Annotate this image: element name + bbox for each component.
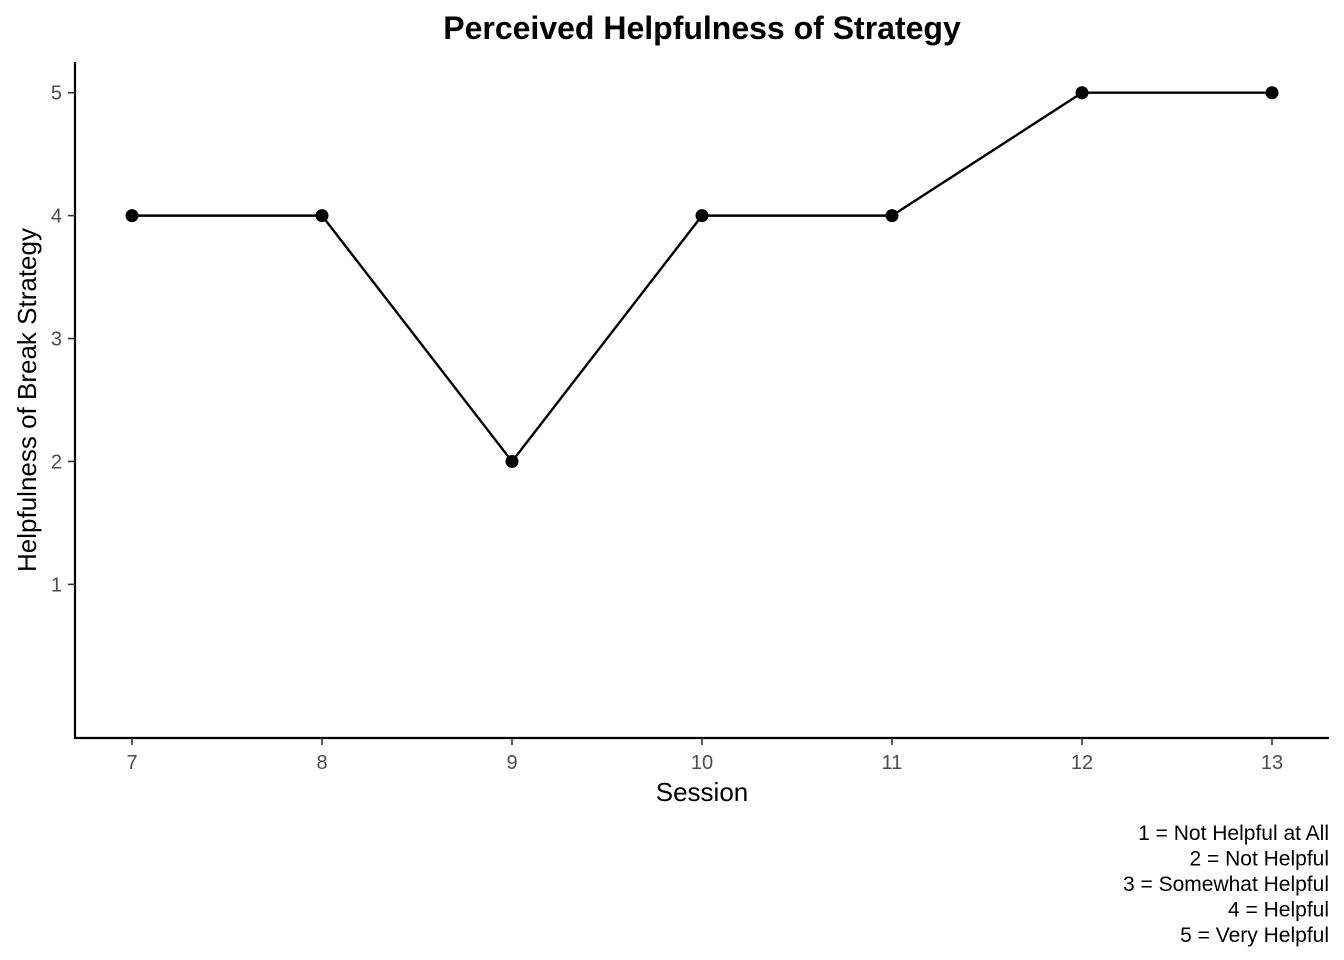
data-point — [885, 209, 899, 223]
y-tick-label: 4 — [51, 206, 62, 228]
y-axis-ticks: 1 2 3 4 5 — [51, 83, 75, 596]
series-line — [132, 91, 1272, 463]
y-tick-label: 2 — [51, 451, 62, 473]
y-tick-label: 3 — [51, 329, 62, 351]
data-point — [315, 209, 329, 223]
x-axis-title: Session — [656, 777, 749, 807]
x-axis-ticks: 7 8 9 10 11 12 13 — [126, 738, 1283, 774]
y-tick-label: 5 — [51, 83, 62, 105]
x-tick-label: 12 — [1071, 752, 1093, 774]
caption-line: 1 = Not Helpful at All — [1138, 822, 1329, 845]
x-tick-label: 7 — [126, 752, 137, 774]
data-point — [505, 454, 519, 468]
caption-line: 2 = Not Helpful — [1190, 848, 1330, 871]
y-tick-label: 1 — [51, 574, 62, 596]
data-point — [695, 209, 709, 223]
series-helpfulness — [125, 86, 1279, 468]
data-point — [125, 209, 139, 223]
x-tick-label: 13 — [1261, 752, 1283, 774]
data-point — [1265, 86, 1279, 100]
x-tick-label: 8 — [316, 752, 327, 774]
x-tick-label: 10 — [691, 752, 713, 774]
caption-line: 4 = Helpful — [1228, 899, 1329, 922]
caption-line: 3 = Somewhat Helpful — [1123, 873, 1329, 896]
x-tick-label: 9 — [506, 752, 517, 774]
x-tick-label: 11 — [882, 752, 903, 774]
caption-line: 5 = Very Helpful — [1180, 924, 1329, 947]
y-axis-title: Helpfulness of Break Strategy — [12, 228, 42, 572]
chart-title: Perceived Helpfulness of Strategy — [443, 10, 961, 46]
data-point — [1075, 86, 1089, 100]
